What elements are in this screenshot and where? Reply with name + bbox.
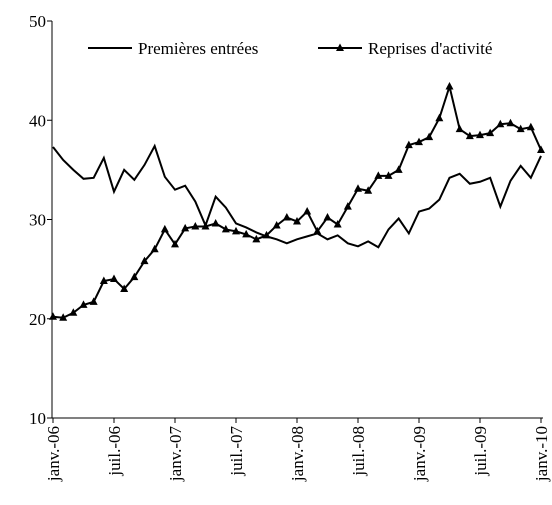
point-marker <box>49 312 57 320</box>
point-marker <box>130 272 139 281</box>
y-tick-label: 50 <box>29 12 46 31</box>
point-marker <box>181 223 190 232</box>
point-marker <box>404 140 413 149</box>
point-marker <box>221 224 230 233</box>
point-marker <box>252 234 261 243</box>
x-tick-label: juil.-07 <box>227 426 246 477</box>
point-marker <box>313 226 322 235</box>
point-marker <box>110 274 118 283</box>
point-marker <box>201 221 210 230</box>
x-tick-label: juil.-09 <box>471 426 490 477</box>
point-marker <box>333 219 342 228</box>
point-marker <box>120 284 129 292</box>
point-marker <box>415 137 423 146</box>
series-line <box>52 82 542 319</box>
y-tick-label: 40 <box>29 111 46 130</box>
point-marker <box>272 220 281 229</box>
point-marker <box>303 207 312 215</box>
point-marker <box>435 113 444 122</box>
point-marker <box>465 131 474 140</box>
x-tick-label: janv.-10 <box>532 426 551 482</box>
y-tick-label: 10 <box>29 409 46 428</box>
point-marker <box>69 308 78 316</box>
point-marker <box>476 130 484 139</box>
point-marker <box>232 226 240 235</box>
point-marker <box>171 239 179 248</box>
legend-label: Reprises d'activité <box>368 39 492 58</box>
point-marker <box>343 202 352 210</box>
point-marker <box>89 297 98 305</box>
x-tick-label: janv.-08 <box>288 426 307 482</box>
point-marker <box>384 171 393 179</box>
point-marker <box>354 184 362 192</box>
point-marker <box>445 82 454 90</box>
y-tick-label: 20 <box>29 310 46 329</box>
point-marker <box>160 224 169 233</box>
point-marker <box>293 216 301 225</box>
point-marker <box>242 229 251 238</box>
point-marker <box>486 128 495 137</box>
point-marker <box>282 213 291 221</box>
point-marker <box>516 124 525 133</box>
point-marker <box>526 122 535 131</box>
point-marker <box>191 221 200 230</box>
point-marker <box>425 132 434 141</box>
x-tick-label: janv.-09 <box>410 426 429 482</box>
point-marker <box>150 244 159 253</box>
point-marker <box>496 119 505 128</box>
point-marker <box>59 313 68 321</box>
point-marker <box>262 230 271 239</box>
legend-marker <box>336 43 344 51</box>
point-marker <box>79 300 88 308</box>
x-tick-label: janv.-07 <box>166 426 185 483</box>
point-marker <box>537 145 545 154</box>
point-marker <box>99 276 108 285</box>
point-marker <box>394 165 403 173</box>
point-marker <box>323 213 332 221</box>
x-tick-label: janv.-06 <box>44 426 63 482</box>
point-marker <box>374 171 383 179</box>
point-marker <box>506 118 515 127</box>
legend-label: Premières entrées <box>138 39 258 58</box>
x-tick-label: juil.-06 <box>105 426 124 477</box>
series-line <box>52 143 542 249</box>
point-marker <box>140 256 149 265</box>
point-marker <box>364 186 373 194</box>
point-marker <box>211 218 220 227</box>
point-marker <box>455 124 464 133</box>
y-tick-label: 30 <box>29 211 46 230</box>
x-tick-label: juil.-08 <box>349 426 368 477</box>
